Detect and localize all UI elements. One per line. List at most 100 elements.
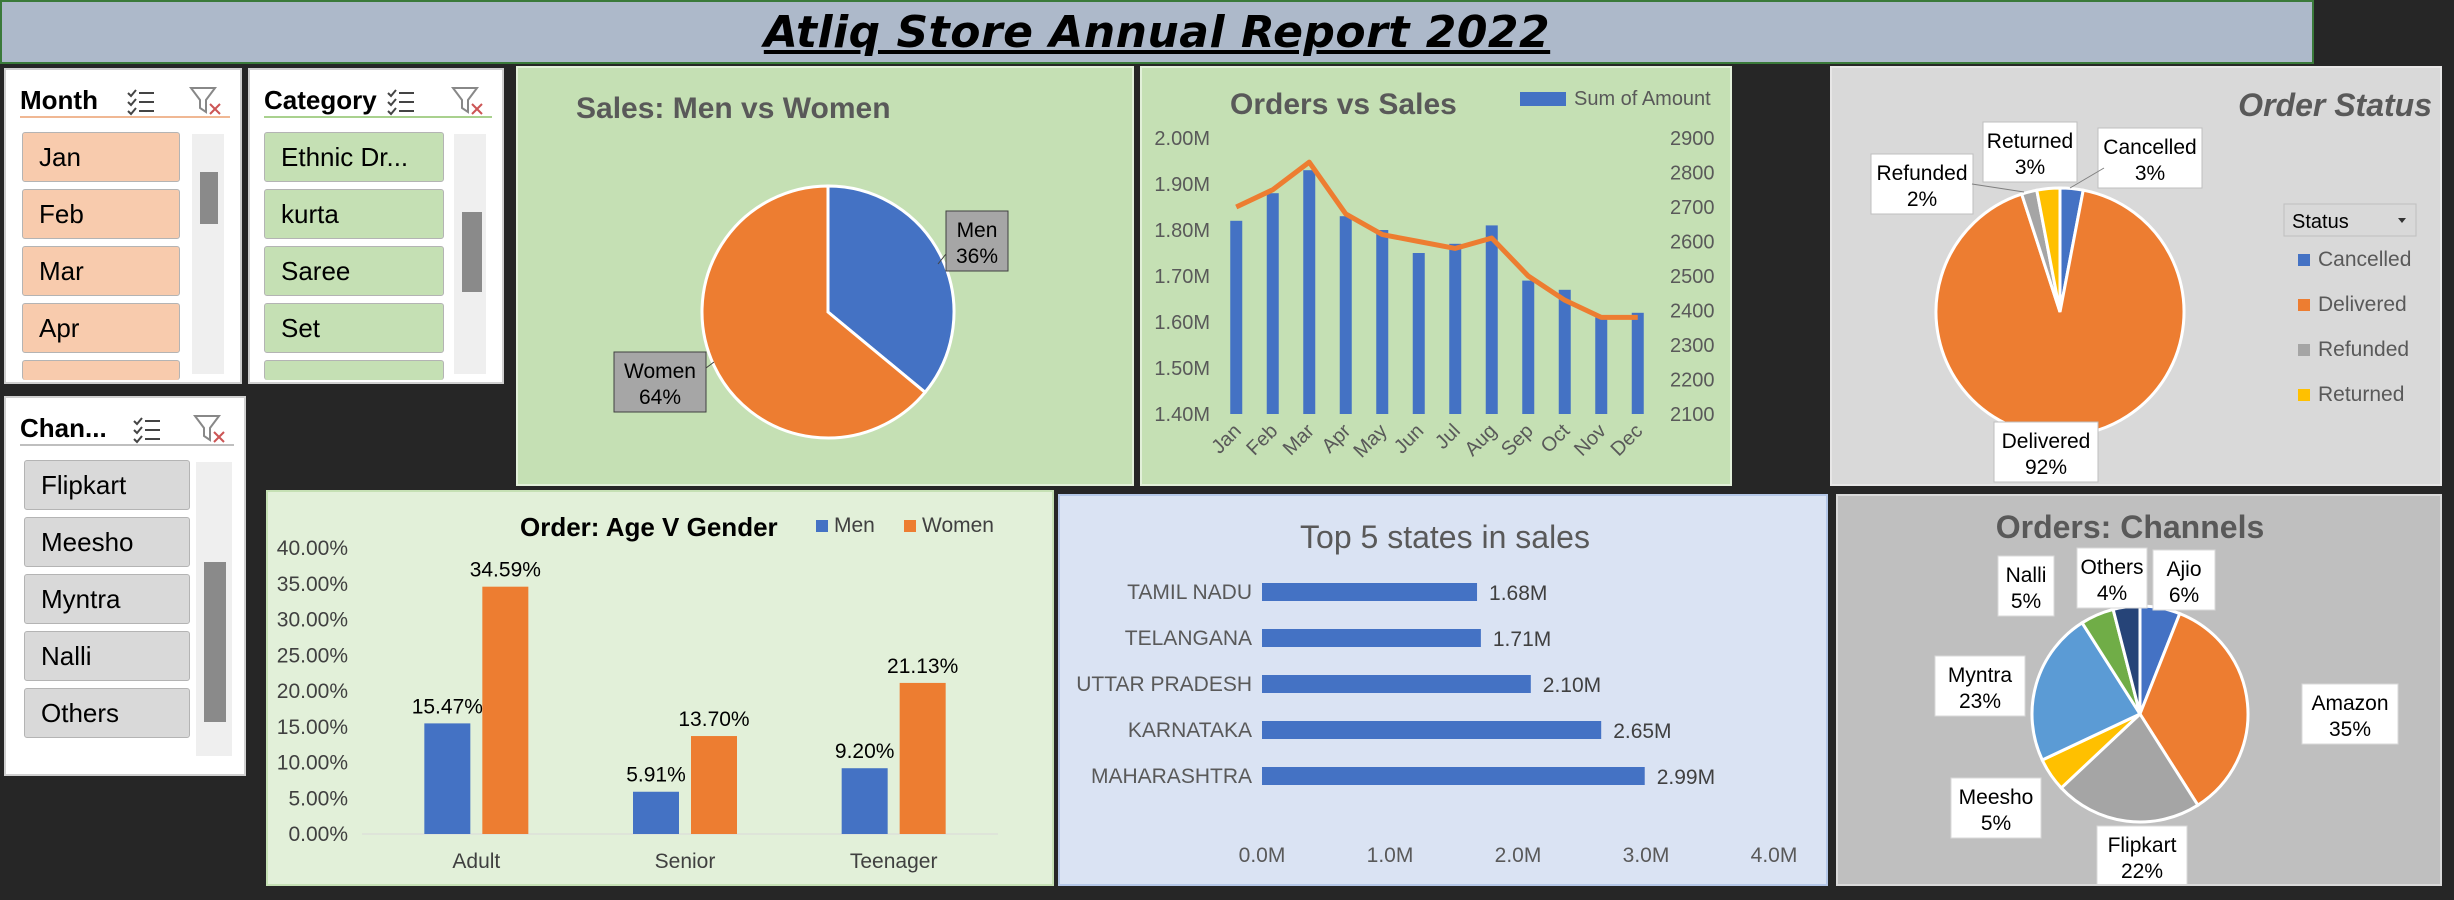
y2-tick-label: 2600 (1670, 232, 1715, 254)
clear-filter-icon[interactable] (450, 84, 484, 118)
data-label: 2.10M (1543, 674, 1601, 697)
pie-slice-flipkart (2059, 711, 2200, 824)
bar-jan (1230, 220, 1243, 414)
category-item-partial[interactable] (264, 360, 444, 380)
bar-mar (1303, 170, 1316, 414)
chart-title: Order Status (2238, 87, 2432, 123)
data-label-delivered-box (1993, 421, 2099, 483)
bar-jun (1412, 253, 1425, 414)
bar-sep (1522, 280, 1535, 414)
data-label: 13.70% (678, 708, 749, 731)
top-states-chart: Top 5 states in sales TAMIL NADU 1.68M TEL… (1076, 519, 1797, 867)
leader-line-men (937, 253, 947, 265)
legend-label-refunded: Refunded (2318, 338, 2409, 361)
multi-select-icon[interactable] (124, 84, 158, 118)
multi-select-icon[interactable] (384, 84, 418, 118)
month-item-partial[interactable] (22, 360, 180, 380)
channel-item-myntra[interactable]: Myntra (24, 574, 190, 624)
month-item-mar[interactable]: Mar (22, 246, 180, 296)
data-label: 21.13% (887, 655, 958, 678)
data-label-ajio-value: 6% (2169, 584, 2199, 607)
y-tick-label: 1.60M (1154, 312, 1210, 334)
category-scroll-thumb[interactable] (462, 212, 482, 292)
legend-swatch-women (904, 520, 916, 532)
series-line (1235, 159, 1638, 320)
data-label-amazon-box (2301, 683, 2399, 745)
data-label-ajio-box (2152, 549, 2216, 611)
month-item-jan[interactable]: Jan (22, 132, 180, 182)
month-scroll-thumb[interactable] (200, 172, 218, 224)
x-tick-label: Nov (1570, 420, 1611, 461)
legend-swatch-sum-of-amount (1520, 92, 1566, 106)
legend-swatch-delivered (2298, 299, 2310, 311)
x-tick-label: 1.0M (1367, 844, 1414, 867)
y-tick-label: 25.00% (277, 644, 348, 667)
bar-dec (1631, 312, 1644, 414)
clear-filter-icon[interactable] (188, 84, 222, 118)
x-tick-label: Teenager (850, 850, 938, 873)
y2-tick-label: 2400 (1670, 301, 1715, 323)
data-label-refunded-box (1870, 153, 1974, 215)
data-label: 34.59% (470, 559, 541, 582)
channel-item-meesho[interactable]: Meesho (24, 517, 190, 567)
channel-slicer: Chan... Flipkart Meesho Myntra Nalli Oth… (4, 396, 246, 776)
data-label-refunded-value: 2% (1907, 188, 1937, 211)
channel-item-others[interactable]: Others (24, 688, 190, 738)
month-scrollbar[interactable] (192, 134, 224, 374)
month-item-feb[interactable]: Feb (22, 189, 180, 239)
month-slicer: Month Jan Feb Mar Apr (4, 68, 242, 384)
y-tick-label: 40.00% (277, 537, 348, 560)
data-label-men-value: 36% (956, 245, 998, 268)
x-tick-label: Aug (1461, 420, 1502, 461)
leader-line-women (705, 361, 715, 369)
bar-maharashtra (1262, 767, 1645, 785)
legend-swatch-refunded (2298, 344, 2310, 356)
y-tick-label: UTTAR PRADESH (1076, 673, 1252, 696)
data-label-women-name: Women (624, 360, 696, 383)
y2-tick-label: 2800 (1670, 163, 1715, 185)
category-item-ethnic-dress[interactable]: Ethnic Dr... (264, 132, 444, 182)
month-item-apr[interactable]: Apr (22, 303, 180, 353)
x-tick-label: Mar (1279, 420, 1319, 460)
y2-tick-label: 2500 (1670, 266, 1715, 288)
chart-title: Order: Age V Gender (520, 512, 778, 542)
category-item-kurta[interactable]: kurta (264, 189, 444, 239)
clear-filter-icon[interactable] (192, 412, 226, 446)
category-scrollbar[interactable] (454, 134, 486, 374)
data-label-men-box (945, 210, 1009, 272)
bar-may (1376, 230, 1389, 414)
data-label-cancelled-value: 3% (2135, 162, 2165, 185)
multi-select-icon[interactable] (130, 412, 164, 446)
channel-item-flipkart[interactable]: Flipkart (24, 460, 190, 510)
bar-adult-women (482, 586, 529, 834)
data-label-amazon-name: Amazon (2311, 692, 2388, 715)
channel-scroll-thumb[interactable] (204, 562, 226, 722)
x-tick-label: Feb (1242, 420, 1282, 460)
data-label-myntra-value: 23% (1959, 690, 2001, 713)
status-legend-filter[interactable] (2283, 203, 2417, 237)
sales-gender-panel: Sales: Men vs Women Men 36% Women 64% (516, 66, 1134, 486)
y-tick-label: 15.00% (277, 716, 348, 739)
y-tick-label: TELANGANA (1125, 627, 1252, 650)
pie-slice-amazon (2138, 611, 2250, 808)
pie-slice-women (700, 184, 928, 440)
category-item-saree[interactable]: Saree (264, 246, 444, 296)
y-tick-label: 5.00% (288, 787, 348, 810)
data-label: 5.91% (626, 764, 686, 787)
bar-adult-men (424, 723, 471, 834)
data-label-delivered-value: 92% (2025, 456, 2067, 479)
x-tick-label: Dec (1607, 420, 1648, 461)
y-tick-label: 1.50M (1154, 358, 1210, 380)
data-label-flipkart-box (2096, 825, 2188, 884)
chart-title: Orders vs Sales (1230, 88, 1457, 121)
channel-item-nalli[interactable]: Nalli (24, 631, 190, 681)
x-tick-label: Apr (1318, 420, 1356, 458)
title-bar: Atliq Store Annual Report 2022 (0, 0, 2314, 64)
age-gender-chart: Order: Age V Gender 0.00% 5.00% 10.00% 15.0… (277, 512, 998, 873)
category-item-set[interactable]: Set (264, 303, 444, 353)
y-tick-label: 1.40M (1154, 404, 1210, 426)
y-tick-label: KARNATAKA (1128, 719, 1252, 742)
bar-senior-women (691, 736, 737, 834)
dropdown-arrow-icon (2398, 218, 2406, 223)
channel-scrollbar[interactable] (196, 462, 232, 756)
